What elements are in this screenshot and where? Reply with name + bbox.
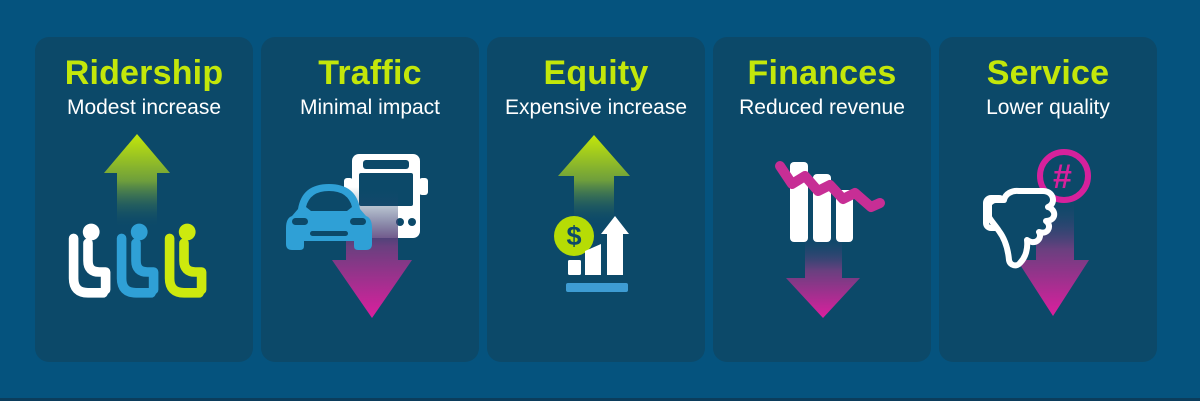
card-title: Finances — [747, 54, 897, 92]
down-arrow-icon — [1017, 194, 1089, 317]
passenger-seats-icon — [68, 134, 207, 298]
car-icon — [286, 184, 372, 251]
chart-baseline — [566, 283, 628, 293]
card-ridership: Ridership Modest increase — [35, 37, 253, 362]
hashtag-circle-icon — [1037, 149, 1091, 204]
card-equity: Equity Expensive increase $ — [487, 37, 705, 362]
chart-bar — [568, 260, 581, 276]
card-title: Ridership — [64, 54, 224, 92]
icon-area — [35, 132, 253, 322]
hashtag-sign: # — [1053, 158, 1072, 196]
card-subtitle: Expensive increase — [504, 96, 688, 120]
declining-trend-line — [775, 161, 885, 213]
bus-and-car-icon — [286, 154, 428, 319]
card-service: Service Lower quality # — [939, 37, 1157, 362]
icon-area — [713, 132, 931, 322]
seated-passenger-green-icon — [164, 223, 207, 298]
small-up-arrow-icon — [601, 216, 629, 276]
card-traffic: Traffic Minimal impact — [261, 37, 479, 362]
seated-passenger-white-icon — [68, 223, 111, 298]
bottom-edge-strip — [0, 398, 1200, 401]
card-title: Equity — [543, 54, 649, 92]
icon-area: $ — [487, 132, 705, 322]
declining-bar-chart-icon — [775, 161, 885, 319]
up-arrow-icon — [104, 134, 170, 229]
card-subtitle: Minimal impact — [299, 96, 441, 120]
card-subtitle: Lower quality — [986, 96, 1110, 120]
thumbs-down-icon — [983, 188, 1058, 269]
thumbs-down-hashtag-icon: # — [983, 149, 1091, 317]
card-subtitle: Modest increase — [66, 96, 222, 120]
icon-area: # — [939, 132, 1157, 322]
impact-infographic: Ridership Modest increase — [35, 37, 1157, 362]
chart-bar — [585, 244, 601, 276]
card-subtitle: Reduced revenue — [739, 96, 905, 120]
icon-area — [261, 132, 479, 322]
card-title: Service — [986, 54, 1110, 92]
dollar-circle-icon — [554, 216, 594, 257]
down-arrow-icon — [786, 232, 860, 319]
card-title: Traffic — [318, 54, 422, 92]
card-finances: Finances Reduced revenue — [713, 37, 931, 362]
seated-passenger-blue-icon — [116, 223, 159, 298]
up-arrow-icon — [558, 135, 630, 227]
dollar-sign: $ — [566, 221, 581, 251]
dollar-bar-chart-icon: $ — [554, 135, 630, 293]
